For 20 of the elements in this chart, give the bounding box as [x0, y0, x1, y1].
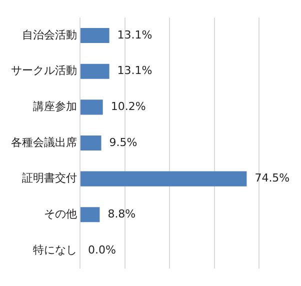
bar — [80, 207, 100, 222]
bar — [80, 100, 103, 115]
y-tick-label: 各種会議出席 — [11, 136, 77, 149]
data-label: 9.5% — [109, 136, 138, 149]
y-tick-label: サークル活動 — [11, 64, 77, 78]
bar — [80, 135, 102, 151]
y-tick-label: 講座参加 — [33, 100, 77, 114]
data-label: 10.2% — [110, 100, 146, 114]
y-tick-label: その他 — [44, 208, 77, 221]
data-label: 13.1% — [117, 64, 152, 78]
data-label: 74.5% — [254, 172, 290, 185]
y-tick-label: 特になし — [33, 243, 77, 256]
data-label: 8.8% — [108, 208, 136, 221]
bar — [80, 64, 110, 79]
bar — [80, 28, 110, 44]
data-label: 13.1% — [117, 28, 152, 42]
y-tick-label: 自治会活動 — [22, 28, 77, 42]
data-label: 0.0% — [88, 243, 116, 256]
bar — [80, 171, 247, 186]
y-tick-label: 証明書交付 — [22, 172, 77, 185]
